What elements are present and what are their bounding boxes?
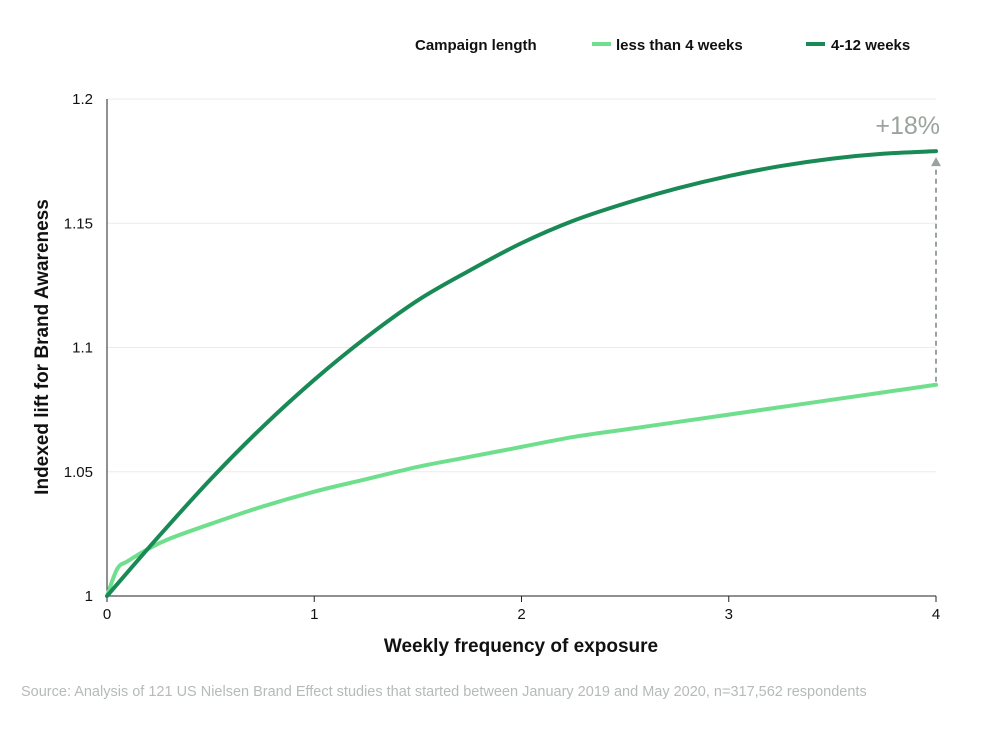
annotation-label: +18% [875, 112, 940, 140]
y-tick-label: 1.1 [72, 340, 93, 357]
legend-title: Campaign length [415, 37, 537, 54]
y-tick-label: 1.05 [64, 464, 93, 481]
x-tick-label: 3 [725, 606, 733, 623]
legend-label-less-than-4-weeks: less than 4 weeks [616, 37, 743, 54]
x-axis-title: Weekly frequency of exposure [384, 636, 658, 657]
y-tick-label: 1.15 [64, 215, 93, 232]
x-tick-label: 0 [103, 606, 111, 623]
legend-label-4-12-weeks: 4-12 weeks [831, 37, 910, 54]
series-line-less-than-4-weeks [105, 382, 938, 598]
annotation-group: +18% [875, 112, 941, 382]
axes [106, 99, 937, 602]
y-tick-labels: 1 1.05 1.1 1.15 1.2 [64, 91, 93, 605]
x-tick-label: 4 [932, 606, 940, 623]
y-tick-label: 1 [85, 588, 93, 605]
grid-lines [107, 98, 936, 473]
legend: Campaign length less than 4 weeks 4-12 w… [415, 37, 910, 54]
x-tick-label: 1 [310, 606, 318, 623]
y-tick-label: 1.2 [72, 91, 93, 108]
x-tick-labels: 0 1 2 3 4 [103, 606, 940, 623]
source-note: Source: Analysis of 121 US Nielsen Brand… [21, 684, 867, 700]
annotation-arrow-head [931, 157, 941, 167]
x-tick-label: 2 [517, 606, 525, 623]
series-lines [105, 149, 938, 598]
y-axis-title: Indexed lift for Brand Awareness [32, 199, 53, 495]
series-line-4-12-weeks [105, 149, 938, 598]
